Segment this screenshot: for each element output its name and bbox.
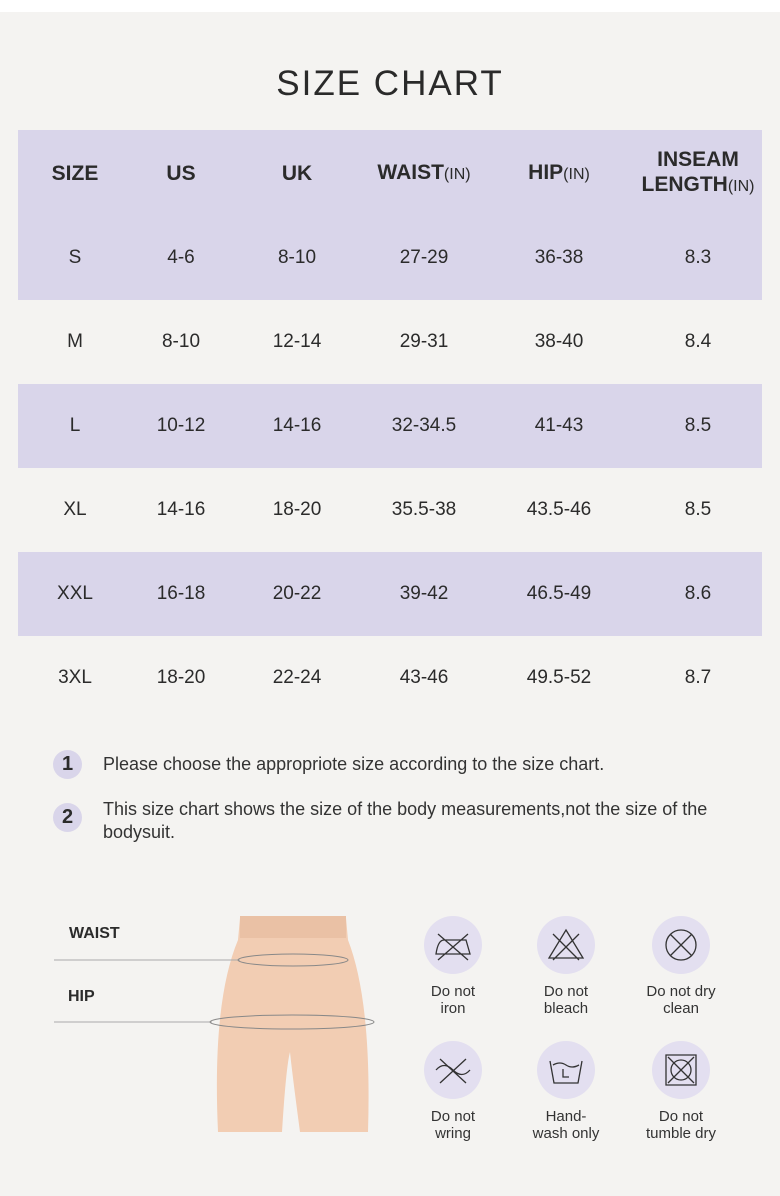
table-cell: M	[67, 331, 83, 352]
care-icon	[435, 1058, 471, 1084]
table-cell: 8.5	[684, 499, 712, 520]
size-table: SIZE US UK WAIST(IN) HIP(IN) INSEAM LENGTH(IN…	[18, 130, 762, 720]
header-label: WAIST	[377, 160, 444, 184]
header-unit: (IN)	[727, 178, 755, 195]
table-cell: 35.5-38	[391, 499, 457, 520]
header-label: HIP	[528, 160, 564, 184]
hip-measure	[209, 1014, 375, 1030]
waist-measure	[237, 953, 349, 967]
table-cell: S	[18, 216, 132, 300]
shorts-illustration	[54, 916, 375, 1132]
table-cell: 27-29	[364, 216, 484, 300]
table-cell: 8.4	[684, 331, 712, 352]
header-unit: (IN)	[563, 165, 590, 183]
waist-label: WAIST	[69, 925, 120, 942]
table-cell: 18-20	[156, 667, 206, 688]
care-icon-bg	[537, 916, 595, 974]
table-cell: 46.5-49	[484, 552, 634, 636]
waistband	[240, 916, 346, 938]
size-chart-page: SIZE CHART SIZE US UK WAIST(IN) HIP(IN) INSEA…	[0, 12, 780, 1196]
table-row: XXL 16-18 20-22 39-42 46.5-49 8.6	[18, 552, 762, 636]
table-row: 3XL 18-20 22-24 43-46 49.5-52 8.7	[18, 636, 762, 720]
header-unit: (IN)	[443, 165, 471, 183]
care-label: Do not dry clean	[646, 983, 716, 1017]
note-text: Please choose the appropriote size accor…	[103, 754, 605, 774]
care-icons	[424, 916, 710, 1099]
table-cell: 43.5-46	[526, 499, 592, 520]
table-cell: 29-31	[399, 331, 449, 352]
title: SIZE CHART	[276, 64, 504, 103]
table-cell: XL	[63, 499, 87, 520]
care-icon	[665, 929, 697, 961]
shorts	[216, 918, 369, 1132]
table-cell: 14-16	[230, 384, 364, 468]
care-icon-bg	[424, 916, 482, 974]
header-cell: SIZE	[18, 130, 132, 216]
table-cell: 4-6	[132, 216, 230, 300]
table-cell: 3XL	[58, 667, 92, 688]
care-label: Do not wring	[430, 1108, 476, 1142]
table-cell: 32-34.5	[364, 384, 484, 468]
header-label: SIZE	[51, 161, 99, 185]
hip-label: HIP	[68, 988, 95, 1005]
note-number: 2	[53, 803, 82, 832]
table-cell: 43-46	[399, 667, 449, 688]
table-row: XL 14-16 18-20 35.5-38 43.5-46 8.5	[18, 468, 762, 552]
header-label: US	[166, 161, 196, 185]
care-icon	[547, 928, 585, 961]
care-label: Do not bleach	[543, 983, 589, 1017]
care-label: Do not iron	[430, 983, 476, 1017]
table-cell: L	[18, 384, 132, 468]
table-cell: 10-12	[132, 384, 230, 468]
header-row: SIZE US UK WAIST(IN) HIP(IN) INSEAM LENGTH(IN…	[18, 130, 762, 216]
header-cell: INSEAM LENGTH(IN)	[634, 130, 762, 216]
table-cell: 8.6	[634, 552, 762, 636]
table-cell: 14-16	[156, 499, 206, 520]
table-row: S 4-6 8-10 27-29 36-38 8.3	[18, 216, 762, 300]
header-cell: WAIST(IN)	[364, 130, 484, 216]
table-cell: 22-24	[272, 667, 322, 688]
header-cell: HIP(IN)	[484, 130, 634, 216]
care-label: Do not tumble dry	[645, 1108, 717, 1142]
note-text: This size chart shows the size of the bo…	[103, 799, 708, 842]
table-cell: 39-42	[364, 552, 484, 636]
table-cell: 41-43	[484, 384, 634, 468]
care-icon	[549, 1060, 583, 1084]
table-cell: 38-40	[534, 331, 584, 352]
header-label: INSEAM LENGTH(IN)	[641, 148, 755, 196]
table-cell: 18-20	[272, 499, 322, 520]
header-cell: UK	[230, 130, 364, 216]
care-icon	[435, 933, 471, 961]
note-number: 1	[53, 750, 82, 779]
header-label: UK	[281, 161, 313, 185]
table-cell: 8.3	[634, 216, 762, 300]
table-cell: 8-10	[230, 216, 364, 300]
table-cell: 8.7	[684, 667, 712, 688]
care-icon-bg	[537, 1041, 595, 1099]
table-row: M 8-10 12-14 29-31 38-40 8.4	[18, 300, 762, 384]
table-cell: 36-38	[484, 216, 634, 300]
care-icon	[665, 1054, 697, 1086]
table-cell: 20-22	[230, 552, 364, 636]
table-cell: 16-18	[132, 552, 230, 636]
table-cell: 8.5	[634, 384, 762, 468]
table-row: L 10-12 14-16 32-34.5 41-43 8.5	[18, 384, 762, 468]
table-cell: XXL	[18, 552, 132, 636]
header-cell: US	[132, 130, 230, 216]
care-label: Hand-wash only	[532, 1108, 600, 1142]
table-cell: 12-14	[272, 331, 322, 352]
table-cell: 49.5-52	[526, 667, 592, 688]
table-cell: 8-10	[161, 331, 201, 352]
